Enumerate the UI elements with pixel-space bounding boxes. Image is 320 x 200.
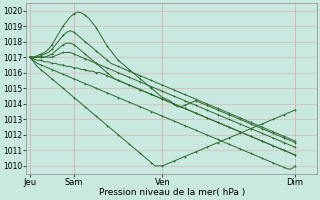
X-axis label: Pression niveau de la mer( hPa ): Pression niveau de la mer( hPa ) [99, 188, 245, 197]
